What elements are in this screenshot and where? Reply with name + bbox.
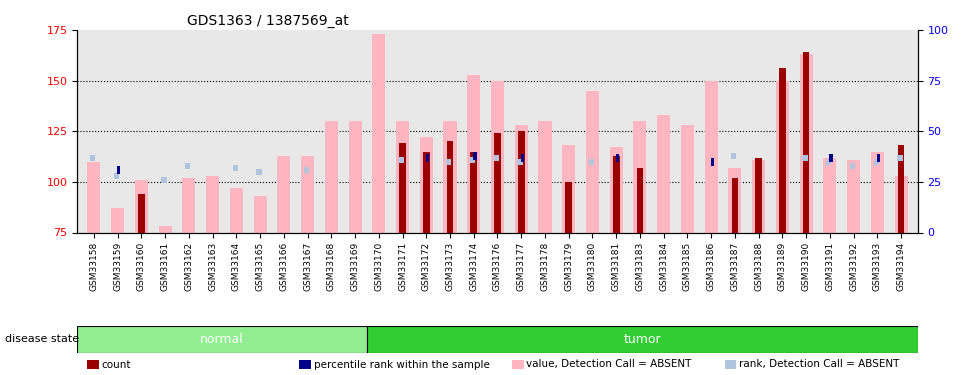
Bar xyxy=(135,180,148,232)
Bar xyxy=(183,178,195,232)
Bar xyxy=(612,156,619,232)
Bar xyxy=(895,176,908,232)
Bar xyxy=(161,177,166,183)
Bar xyxy=(420,137,433,232)
Bar xyxy=(111,208,125,232)
Bar xyxy=(830,153,833,162)
Bar xyxy=(87,162,100,232)
Bar xyxy=(681,125,694,232)
Bar xyxy=(615,153,619,162)
Bar xyxy=(877,153,880,162)
Bar xyxy=(399,157,404,163)
Bar xyxy=(755,158,762,232)
Bar xyxy=(494,154,498,160)
Bar xyxy=(469,157,475,163)
Bar xyxy=(823,158,837,232)
Bar xyxy=(521,153,525,162)
Text: percentile rank within the sample: percentile rank within the sample xyxy=(314,360,490,369)
Bar xyxy=(873,159,879,165)
Bar xyxy=(704,81,718,232)
Bar xyxy=(301,156,314,232)
Bar xyxy=(138,194,145,232)
Bar xyxy=(779,69,785,232)
Bar xyxy=(518,159,523,165)
Bar xyxy=(731,153,736,159)
Bar xyxy=(372,34,385,232)
Bar xyxy=(277,156,291,232)
Bar xyxy=(468,75,480,232)
Bar xyxy=(634,121,646,232)
Bar xyxy=(325,121,338,232)
Bar xyxy=(117,166,121,174)
Bar xyxy=(349,121,361,232)
Bar xyxy=(158,226,172,232)
Text: disease state: disease state xyxy=(5,334,79,344)
FancyBboxPatch shape xyxy=(77,326,367,352)
Bar xyxy=(803,154,808,160)
Bar xyxy=(657,115,670,232)
Bar xyxy=(491,81,504,232)
Bar xyxy=(426,153,429,162)
Bar xyxy=(711,158,714,166)
Bar xyxy=(423,152,430,232)
Bar xyxy=(562,146,575,232)
Bar xyxy=(446,141,453,232)
Text: normal: normal xyxy=(200,333,244,346)
Bar xyxy=(826,159,832,165)
Bar xyxy=(114,173,119,179)
Bar xyxy=(303,167,309,173)
Bar xyxy=(753,160,765,232)
Bar xyxy=(470,152,477,232)
Bar xyxy=(443,121,457,232)
Bar xyxy=(538,121,552,232)
Bar xyxy=(870,152,884,232)
Bar xyxy=(495,133,500,232)
Bar xyxy=(185,163,190,169)
Bar xyxy=(847,160,860,232)
Bar xyxy=(230,188,242,232)
Bar xyxy=(731,178,738,232)
Bar xyxy=(518,131,525,232)
Bar xyxy=(399,143,406,232)
FancyBboxPatch shape xyxy=(367,326,918,352)
Text: count: count xyxy=(101,360,131,369)
Bar xyxy=(256,169,262,175)
Bar xyxy=(233,165,238,171)
Bar xyxy=(800,54,812,232)
Bar xyxy=(610,147,623,232)
Bar xyxy=(586,91,599,232)
Text: GDS1363 / 1387569_at: GDS1363 / 1387569_at xyxy=(186,13,349,28)
Text: value, Detection Call = ABSENT: value, Detection Call = ABSENT xyxy=(526,360,692,369)
Bar xyxy=(515,125,527,232)
Bar xyxy=(897,154,902,160)
Bar xyxy=(850,163,855,169)
Bar xyxy=(588,159,594,165)
Bar xyxy=(728,168,742,232)
Bar xyxy=(565,182,572,232)
Bar xyxy=(637,168,643,232)
Text: rank, Detection Call = ABSENT: rank, Detection Call = ABSENT xyxy=(739,360,899,369)
Text: tumor: tumor xyxy=(623,333,661,346)
Bar xyxy=(803,52,810,232)
Bar xyxy=(897,146,904,232)
Bar xyxy=(253,196,267,232)
Bar xyxy=(206,176,219,232)
Bar xyxy=(473,152,476,160)
Bar xyxy=(396,121,409,232)
Bar xyxy=(446,159,451,165)
Bar xyxy=(776,81,789,232)
Bar xyxy=(90,154,96,160)
